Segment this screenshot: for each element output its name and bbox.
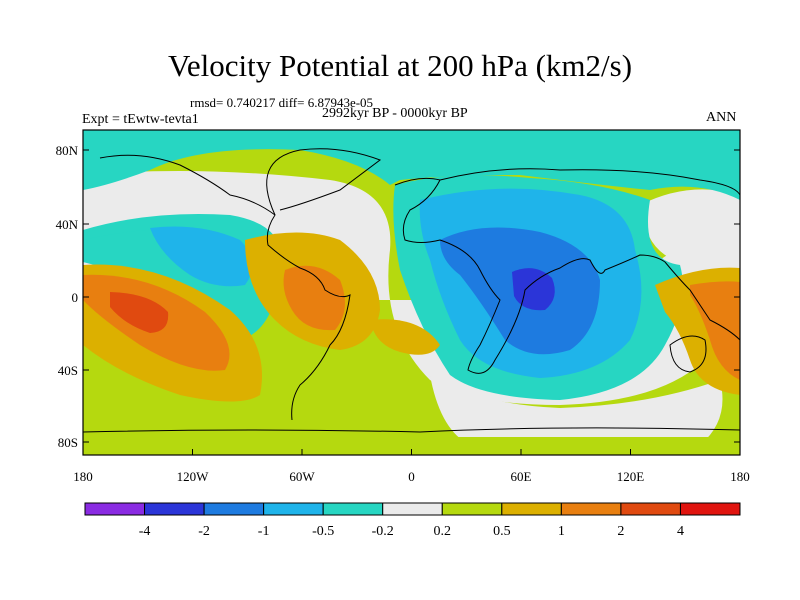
period-label: 2992kyr BP - 0000kyr BP — [322, 106, 468, 121]
lon-tick-label: 60E — [511, 469, 532, 484]
colorbar-swatch — [501, 502, 562, 516]
colorbar-label: -0.5 — [312, 524, 334, 539]
coastlines — [83, 148, 740, 433]
colorbar-swatch — [560, 502, 622, 516]
lat-tick-label: 80S — [58, 435, 78, 450]
colorbar-swatch — [679, 502, 741, 516]
colorbar-swatch — [620, 502, 681, 516]
lon-tick-label: 60W — [289, 469, 315, 484]
colorbar-swatch — [203, 502, 265, 516]
colorbar-label: 0.2 — [434, 524, 452, 539]
lon-tick-label: 120W — [177, 469, 210, 484]
colorbar-swatch — [441, 502, 503, 516]
colorbar-swatch — [263, 502, 324, 516]
experiment-label: Expt = tEwtw-tevta1 — [82, 112, 199, 127]
colorbar-label: -4 — [139, 524, 151, 539]
colorbar-label: 1 — [558, 524, 565, 539]
colorbar: -4 -2 -1 -0.5 -0.2 0.2 0.5 1 2 4 — [84, 502, 741, 539]
lat-tick-label: 0 — [72, 290, 79, 305]
lat-tick-label: 40S — [58, 363, 78, 378]
colorbar-label: 0.5 — [493, 524, 511, 539]
colorbar-label: 2 — [617, 524, 624, 539]
season-label: ANN — [706, 110, 737, 125]
lat-tick-label: 80N — [56, 143, 79, 158]
latitude-axis: 80N 40N 0 40S 80S — [56, 143, 740, 450]
colorbar-swatch — [144, 502, 205, 516]
colorbar-swatch — [322, 502, 384, 516]
lon-tick-label: 180 — [73, 469, 93, 484]
colorbar-label: 4 — [677, 524, 684, 539]
map-title: Velocity Potential at 200 hPa (km2/s) — [167, 48, 633, 83]
colorbar-swatch — [84, 502, 146, 516]
colorbar-label: -1 — [258, 524, 270, 539]
contour-field — [83, 130, 740, 455]
lon-tick-label: 120E — [617, 469, 645, 484]
colorbar-label: -0.2 — [372, 524, 394, 539]
lon-tick-label: 0 — [408, 469, 415, 484]
longitude-axis: 180 120W 60W 0 60E 120E 180 — [73, 449, 750, 484]
lon-tick-label: 180 — [730, 469, 750, 484]
colorbar-swatch — [382, 502, 443, 516]
lat-tick-label: 40N — [56, 217, 79, 232]
stats-line: rmsd= 0.740217 diff= 6.87943e-05 — [190, 95, 374, 110]
colorbar-label: -2 — [198, 524, 210, 539]
